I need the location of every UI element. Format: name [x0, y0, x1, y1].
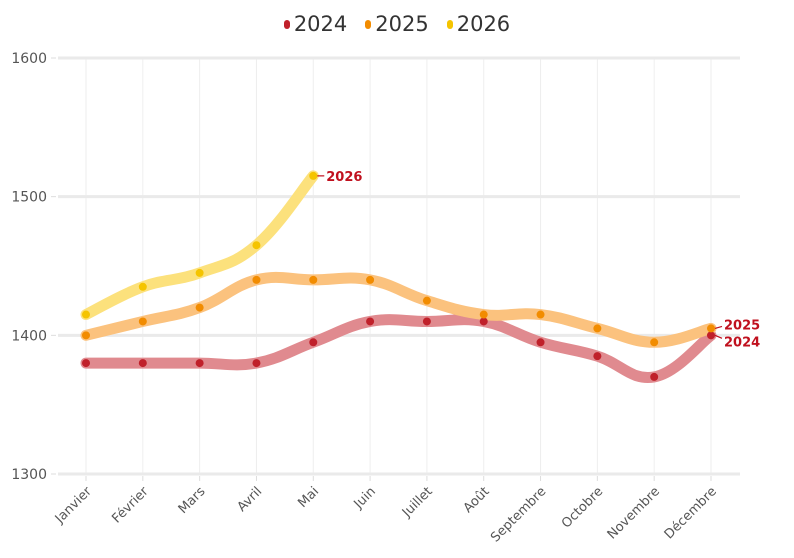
data-point-2026[interactable]	[82, 310, 90, 319]
x-tick-label: Septembre	[488, 484, 549, 545]
x-tick-label: Février	[109, 484, 152, 527]
y-tick-label: 1400	[11, 328, 47, 344]
data-point-2024[interactable]	[707, 331, 715, 340]
data-point-2024[interactable]	[309, 338, 318, 347]
data-point-2025[interactable]	[195, 303, 204, 312]
data-point-2025[interactable]	[536, 310, 545, 319]
chart-legend: 2024 2025 2026	[0, 12, 794, 36]
data-point-2025[interactable]	[309, 275, 318, 284]
data-point-2025[interactable]	[479, 310, 488, 319]
y-axis: 1300 1400 1500 1600	[11, 51, 56, 483]
data-point-2024[interactable]	[536, 338, 545, 347]
legend-item-2025[interactable]: 2025	[365, 12, 429, 36]
legend-marker	[283, 19, 290, 29]
x-tick-label: Janvier	[52, 484, 95, 527]
x-tick-label: Mai	[295, 484, 322, 511]
data-point-2024[interactable]	[422, 317, 431, 326]
x-axis: Janvier Février Mars Avril Mai Juin Juillet Aoû…	[52, 476, 720, 545]
data-point-2024[interactable]	[195, 359, 204, 368]
series-line-2025[interactable]	[80, 271, 717, 348]
data-point-2024[interactable]	[650, 372, 659, 381]
end-label-connector	[714, 334, 723, 339]
legend-item-2024[interactable]: 2024	[283, 12, 348, 36]
end-label-2025: 2025	[724, 318, 760, 333]
y-tick-label: 1300	[11, 467, 47, 483]
series-line-2024[interactable]	[80, 314, 717, 384]
end-labels: 2024 2025 2026	[317, 170, 760, 350]
data-point-2025[interactable]	[252, 275, 261, 284]
data-point-2024[interactable]	[138, 359, 147, 368]
data-point-2024[interactable]	[593, 352, 602, 361]
data-point-2025[interactable]	[366, 275, 375, 284]
end-label-connector	[714, 325, 723, 329]
legend-label: 2024	[293, 12, 348, 36]
data-point-2025[interactable]	[593, 324, 602, 333]
x-tick-label: Décembre	[662, 484, 720, 542]
data-point-2025[interactable]	[82, 331, 90, 340]
end-label-2024: 2024	[724, 335, 760, 350]
x-tick-label: Juillet	[399, 484, 436, 521]
legend-marker	[446, 19, 453, 29]
data-point-2024[interactable]	[252, 359, 261, 368]
series-lines	[80, 170, 717, 384]
data-point-2026[interactable]	[138, 282, 147, 291]
data-point-2026[interactable]	[309, 171, 318, 180]
series-points	[82, 171, 715, 381]
data-point-2024[interactable]	[366, 317, 375, 326]
x-tick-label: Juin	[351, 484, 379, 512]
y-tick-label: 1500	[11, 190, 47, 206]
x-tick-label: Août	[461, 484, 493, 516]
y-tick-label: 1600	[11, 51, 47, 67]
legend-label: 2025	[375, 12, 429, 36]
legend-item-2026[interactable]: 2026	[446, 12, 511, 36]
x-tick-label: Novembre	[605, 484, 663, 542]
legend-marker	[365, 19, 372, 29]
data-point-2024[interactable]	[82, 359, 90, 368]
x-tick-label: Avril	[235, 484, 266, 515]
x-tick-label: Mars	[176, 484, 209, 517]
x-tick-label: Octobre	[559, 484, 606, 531]
data-point-2026[interactable]	[252, 241, 261, 250]
data-point-2025[interactable]	[707, 324, 715, 333]
data-point-2025[interactable]	[138, 317, 147, 326]
data-point-2025[interactable]	[650, 338, 659, 347]
data-point-2026[interactable]	[195, 268, 204, 277]
legend-label: 2026	[456, 12, 511, 36]
data-point-2024[interactable]	[479, 317, 488, 326]
end-label-2026: 2026	[326, 170, 362, 185]
grid	[58, 56, 740, 476]
data-point-2025[interactable]	[422, 296, 431, 305]
